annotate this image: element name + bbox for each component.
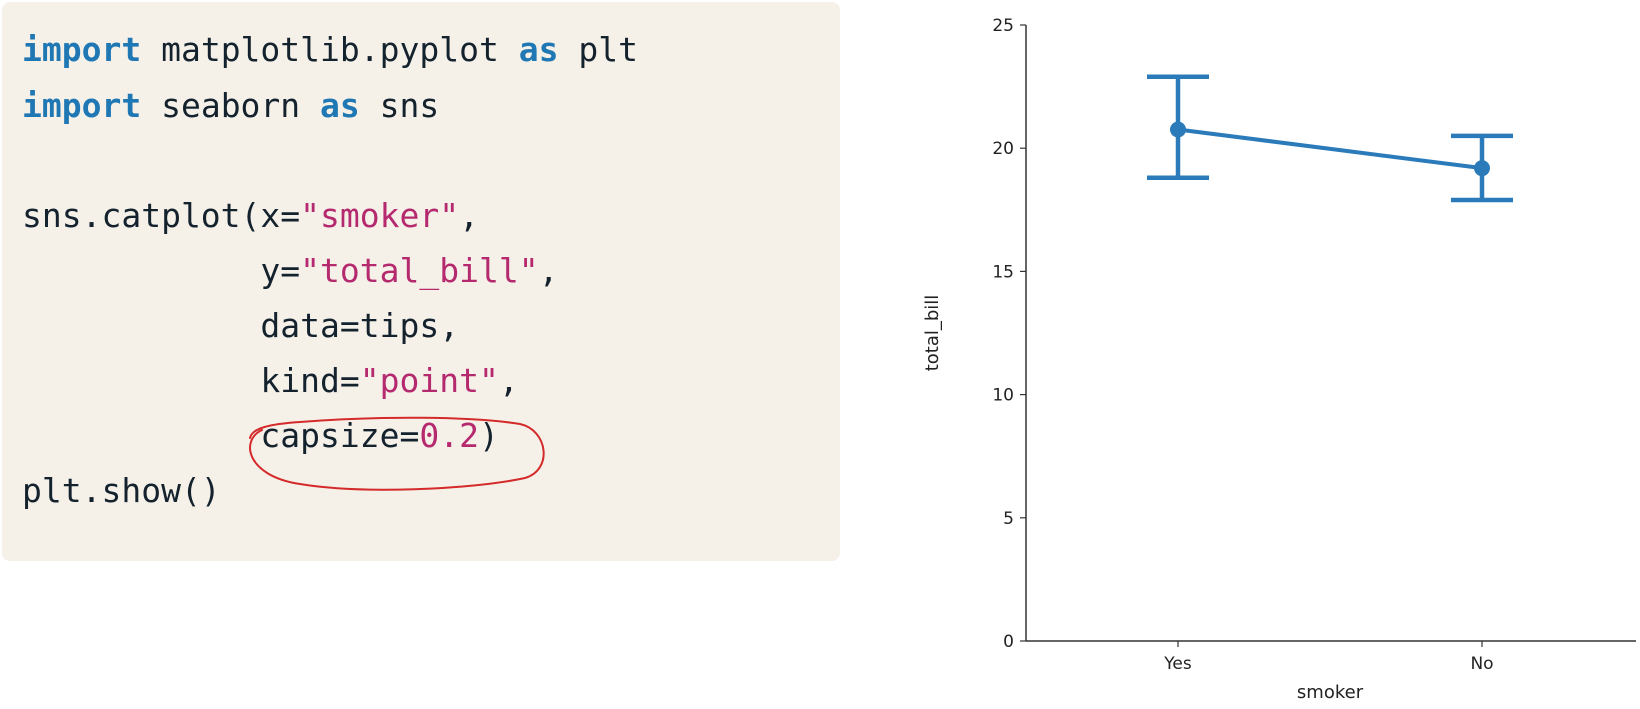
string-literal: "smoker" <box>300 196 460 235</box>
series <box>1147 74 1513 203</box>
y-tick-label: 10 <box>992 386 1014 406</box>
code-text: kind= <box>260 361 360 400</box>
code-line-4: sns.catplot(x="smoker", <box>22 196 479 236</box>
code-line-9: plt.show() <box>22 471 221 511</box>
series-line <box>1177 127 1483 171</box>
keyword-as: as <box>518 30 559 69</box>
string-literal: "point" <box>359 361 499 400</box>
code-text: , <box>538 251 559 290</box>
keyword-as: as <box>320 86 360 125</box>
y-ticks: 0 5 10 15 20 25 <box>992 16 1026 652</box>
code-text: sns.catplot(x= <box>22 196 301 235</box>
code-text: data=tips, <box>260 306 460 345</box>
point-yes <box>1170 121 1186 138</box>
keyword-import: import <box>22 86 142 125</box>
string-literal: "total_bill" <box>300 251 539 290</box>
code-line-6: data=tips, <box>22 306 459 346</box>
code-text: , <box>459 196 479 235</box>
y-tick-label: 5 <box>1003 509 1014 529</box>
code-line-8: capsize=0.2) <box>22 416 499 456</box>
code-line-1: import matplotlib.pyplot as plt <box>22 30 638 70</box>
code-text: sns <box>359 86 440 125</box>
code-text: matplotlib.pyplot <box>141 30 519 69</box>
number-literal: 0.2 <box>419 416 479 455</box>
y-axis-title: total_bill <box>922 295 943 372</box>
y-tick-label: 25 <box>992 16 1014 36</box>
code-text: capsize= <box>260 416 420 455</box>
code-line-2: import seaborn as sns <box>22 86 439 126</box>
x-ticks: Yes No <box>1163 641 1494 674</box>
code-panel: import matplotlib.pyplot as plt import s… <box>2 2 840 561</box>
code-text: , <box>498 361 519 400</box>
x-tick-label: No <box>1470 654 1493 674</box>
code-text: seaborn <box>141 86 321 125</box>
code-text: plt <box>558 30 638 69</box>
y-tick-label: 20 <box>992 139 1014 159</box>
x-axis-title: smoker <box>1297 682 1364 703</box>
keyword-import: import <box>22 30 142 69</box>
code-text: y= <box>260 251 301 290</box>
code-line-5: y="total_bill", <box>22 251 558 291</box>
axes <box>1025 25 1636 642</box>
point-chart: 0 5 10 15 20 25 Yes No smoker total_bill <box>922 16 1636 703</box>
code-text: ) <box>478 416 499 455</box>
x-tick-label: Yes <box>1163 654 1192 674</box>
y-tick-label: 15 <box>992 262 1014 282</box>
point-no <box>1474 160 1490 177</box>
code-text: plt.show() <box>22 471 221 510</box>
code-line-7: kind="point", <box>22 361 519 401</box>
y-tick-label: 0 <box>1003 632 1014 652</box>
